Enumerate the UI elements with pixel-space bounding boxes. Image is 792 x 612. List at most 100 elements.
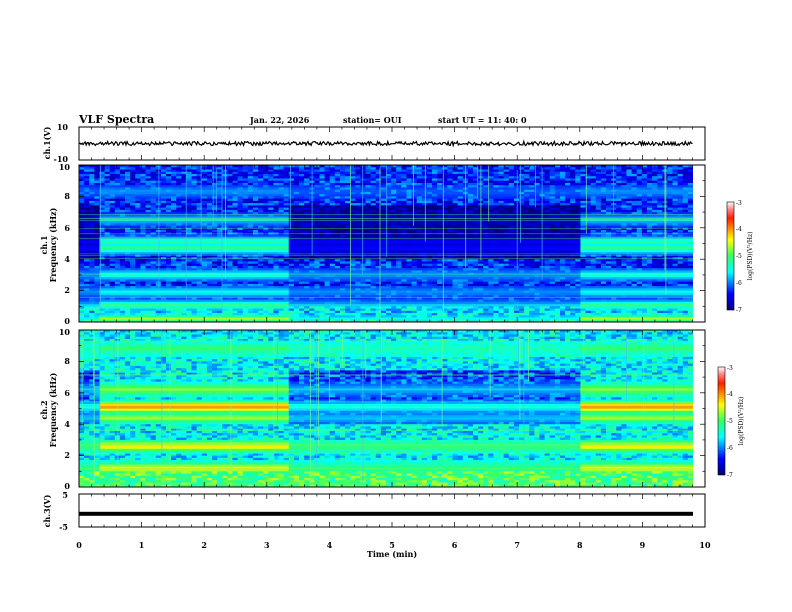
spectrogram-cell (222, 187, 228, 191)
spectrogram-cell (196, 205, 203, 209)
spectrogram-cell (304, 277, 310, 280)
spectrogram-cell (365, 261, 372, 265)
spectrogram-cell (237, 214, 244, 217)
spectrogram-cell (396, 301, 402, 305)
spectrogram-cell (309, 317, 315, 321)
spectrogram-cell (227, 214, 233, 217)
spectrogram-cell (181, 187, 187, 191)
spectrogram-cell (79, 191, 85, 195)
spectrogram-cell (196, 182, 203, 186)
spectrogram-cell (130, 310, 136, 314)
spectrogram-cell (201, 263, 208, 267)
spectrogram-cell (150, 185, 157, 188)
spectrogram-cell (196, 283, 203, 287)
spectrogram-cell (94, 196, 100, 200)
spectrogram-cell (165, 313, 172, 316)
spectrogram-cell (206, 196, 213, 200)
spectrogram-cell (360, 245, 366, 249)
spectrogram-cell (222, 214, 228, 217)
spectrogram-cell (89, 254, 95, 258)
spectrogram-cell (140, 288, 146, 291)
spectrogram-cell (329, 182, 336, 186)
spectrogram-cell (114, 207, 121, 211)
spectrogram-cell (145, 247, 152, 251)
spectrogram-cell (206, 173, 213, 177)
spectrogram-cell (176, 254, 182, 258)
spectrogram-cell (119, 310, 126, 314)
spectrogram-cell (401, 261, 407, 265)
spectrogram-cell (135, 286, 141, 289)
spectrogram-cell (258, 247, 264, 251)
spectrogram-cell (176, 250, 182, 253)
spectrogram-cell (145, 171, 152, 175)
spectrogram-cell (145, 191, 152, 195)
spectrogram-cell (99, 295, 105, 298)
spectrogram-cell (237, 194, 244, 197)
spectrogram-cell (186, 196, 192, 200)
spectrogram-cell (171, 263, 177, 267)
spectrogram-cell (89, 196, 95, 200)
spectrogram-cell (355, 261, 361, 265)
spectrogram-cell (273, 214, 279, 217)
spectrogram-cell (252, 182, 259, 186)
spectrogram-cell (79, 194, 85, 197)
spectrogram-cell (186, 216, 192, 220)
spectrogram-cell (99, 268, 105, 271)
spectrogram-cell (396, 317, 402, 321)
spectrogram-cell (89, 194, 95, 197)
spectrogram-cell (160, 196, 167, 200)
spectrogram-cell (411, 207, 418, 211)
spectrogram-cell (119, 299, 126, 303)
spectrogram-cell (370, 254, 377, 258)
spectrogram-cell (206, 239, 213, 242)
spectrogram-cell (160, 317, 167, 321)
spectrogram-cell (186, 212, 192, 215)
spectrogram-cell (212, 169, 218, 173)
spectrogram-cell (432, 207, 438, 211)
spectrogram-cell (191, 191, 198, 195)
spectrogram-cell (288, 167, 295, 170)
spectrogram-cell (426, 230, 433, 233)
spectrogram-cell (201, 180, 208, 184)
spectrogram-cell (212, 214, 218, 217)
spectrogram-cell (401, 308, 407, 312)
spectrogram-cell (176, 182, 182, 186)
spectrogram-cell (206, 313, 213, 316)
spectrogram-cell (334, 301, 341, 305)
spectrogram-cell (104, 288, 111, 291)
spectrogram-cell (232, 241, 239, 244)
spectrogram-cell (145, 281, 152, 285)
spectrogram-cell (109, 198, 116, 202)
spectrogram-cell (411, 239, 418, 242)
spectrogram-cell (114, 205, 121, 209)
spectrogram-cell (201, 200, 208, 204)
spectrogram-cell (232, 180, 239, 184)
spectrogram-cell (212, 261, 218, 265)
spectrogram-cell (237, 281, 244, 285)
spectrogram-cell (119, 182, 126, 186)
spectrogram-cell (380, 292, 387, 296)
spectrogram-cell (206, 295, 213, 298)
spectrogram-cell (217, 247, 223, 251)
spectrogram-cell (299, 286, 305, 289)
spectrogram-cell (212, 306, 218, 309)
spectrogram-cell (401, 301, 407, 305)
spectrogram-cell (186, 187, 192, 191)
spectrogram-cell (171, 209, 177, 213)
spectrogram-cell (314, 182, 320, 186)
spectrogram-cell (171, 245, 177, 249)
spectrogram-cell (247, 205, 254, 209)
spectrogram-cell (370, 239, 377, 242)
spectrogram-cell (104, 223, 111, 226)
spectrogram-cell (165, 277, 172, 280)
spectrogram-cell (191, 223, 198, 226)
spectrogram-cell (114, 299, 121, 303)
spectrogram-cell (212, 241, 218, 244)
spectrogram-cell (89, 223, 95, 226)
spectrogram-cell (232, 221, 239, 224)
spectrogram-cell (130, 270, 136, 274)
spectrogram-cell (89, 169, 95, 173)
spectrogram-cell (135, 203, 141, 206)
spectrogram-cell (212, 295, 218, 298)
spectrogram-cell (130, 315, 136, 318)
